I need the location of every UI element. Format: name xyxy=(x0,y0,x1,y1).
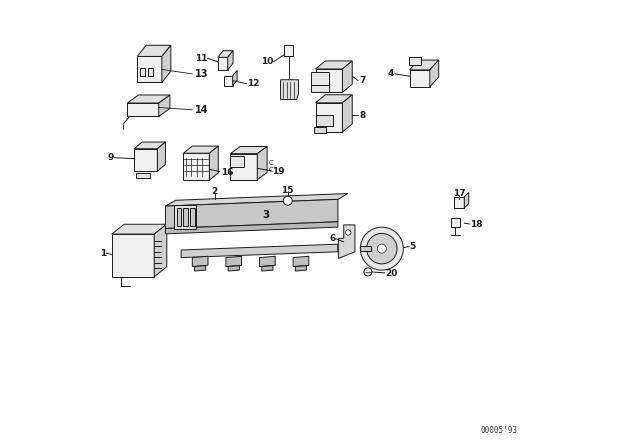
Circle shape xyxy=(364,268,372,276)
Polygon shape xyxy=(295,266,307,271)
Polygon shape xyxy=(342,61,352,92)
Polygon shape xyxy=(218,57,228,70)
Polygon shape xyxy=(293,256,308,267)
Circle shape xyxy=(367,233,397,264)
Bar xyxy=(311,72,329,85)
Bar xyxy=(284,45,293,56)
Polygon shape xyxy=(137,56,162,82)
Text: 16: 16 xyxy=(221,168,233,177)
Polygon shape xyxy=(190,208,195,226)
Bar xyxy=(230,155,244,167)
Polygon shape xyxy=(316,69,342,92)
Polygon shape xyxy=(192,256,208,267)
Polygon shape xyxy=(177,208,181,226)
Polygon shape xyxy=(165,222,338,234)
Circle shape xyxy=(346,230,351,235)
Text: C: C xyxy=(269,160,274,166)
Text: 7: 7 xyxy=(360,76,366,85)
Bar xyxy=(136,173,150,178)
Bar xyxy=(148,68,153,76)
Polygon shape xyxy=(137,45,171,56)
Polygon shape xyxy=(464,193,468,208)
Polygon shape xyxy=(183,208,188,226)
Text: 00005’93: 00005’93 xyxy=(481,426,518,435)
Text: 13: 13 xyxy=(195,69,209,79)
Polygon shape xyxy=(183,146,218,153)
Text: 2: 2 xyxy=(212,187,218,196)
Polygon shape xyxy=(226,256,241,267)
Text: 20: 20 xyxy=(385,269,397,278)
Polygon shape xyxy=(260,256,275,267)
Polygon shape xyxy=(228,51,233,70)
Text: C: C xyxy=(269,167,274,173)
Text: 17: 17 xyxy=(453,189,466,198)
Text: 1: 1 xyxy=(100,249,106,258)
Polygon shape xyxy=(230,154,257,180)
Polygon shape xyxy=(165,194,348,206)
Polygon shape xyxy=(228,266,239,271)
Text: 18: 18 xyxy=(470,220,483,228)
Text: 15: 15 xyxy=(282,186,294,195)
Text: 12: 12 xyxy=(248,79,260,88)
Polygon shape xyxy=(134,142,165,149)
Polygon shape xyxy=(159,95,170,116)
Polygon shape xyxy=(339,225,355,258)
Bar xyxy=(409,57,421,65)
Polygon shape xyxy=(127,103,159,116)
Text: 10: 10 xyxy=(260,57,273,66)
Polygon shape xyxy=(209,146,218,180)
Polygon shape xyxy=(232,70,237,86)
Bar xyxy=(451,218,460,227)
Polygon shape xyxy=(360,246,371,251)
Polygon shape xyxy=(454,197,464,208)
Circle shape xyxy=(378,244,387,253)
Polygon shape xyxy=(280,80,298,99)
Polygon shape xyxy=(181,244,338,258)
Circle shape xyxy=(360,227,403,270)
Text: 11: 11 xyxy=(195,54,207,63)
Circle shape xyxy=(284,196,292,205)
Text: 3: 3 xyxy=(262,210,270,220)
Bar xyxy=(311,85,329,92)
Text: 6: 6 xyxy=(330,234,335,243)
Text: 19: 19 xyxy=(271,167,284,176)
Bar xyxy=(140,68,145,76)
Text: 5: 5 xyxy=(410,242,416,251)
Polygon shape xyxy=(162,45,171,82)
Polygon shape xyxy=(410,60,439,70)
Polygon shape xyxy=(183,153,209,180)
Polygon shape xyxy=(316,115,333,126)
Polygon shape xyxy=(257,146,267,180)
Polygon shape xyxy=(127,95,170,103)
Polygon shape xyxy=(174,205,196,229)
Polygon shape xyxy=(154,224,167,276)
Polygon shape xyxy=(342,95,352,132)
Polygon shape xyxy=(195,266,205,271)
Text: 4: 4 xyxy=(388,69,394,78)
Polygon shape xyxy=(111,234,154,276)
Polygon shape xyxy=(134,149,157,171)
Text: 8: 8 xyxy=(360,111,365,120)
Polygon shape xyxy=(430,60,439,87)
Polygon shape xyxy=(157,142,165,171)
Polygon shape xyxy=(410,70,430,87)
Polygon shape xyxy=(316,61,352,69)
Polygon shape xyxy=(218,51,233,57)
Polygon shape xyxy=(316,95,352,103)
Polygon shape xyxy=(111,224,167,234)
Polygon shape xyxy=(223,76,232,86)
Text: 9: 9 xyxy=(108,153,114,162)
Polygon shape xyxy=(262,266,273,271)
Polygon shape xyxy=(165,199,338,228)
Polygon shape xyxy=(230,146,267,154)
Text: 14: 14 xyxy=(195,105,209,115)
Polygon shape xyxy=(316,103,342,132)
Bar xyxy=(314,126,326,134)
